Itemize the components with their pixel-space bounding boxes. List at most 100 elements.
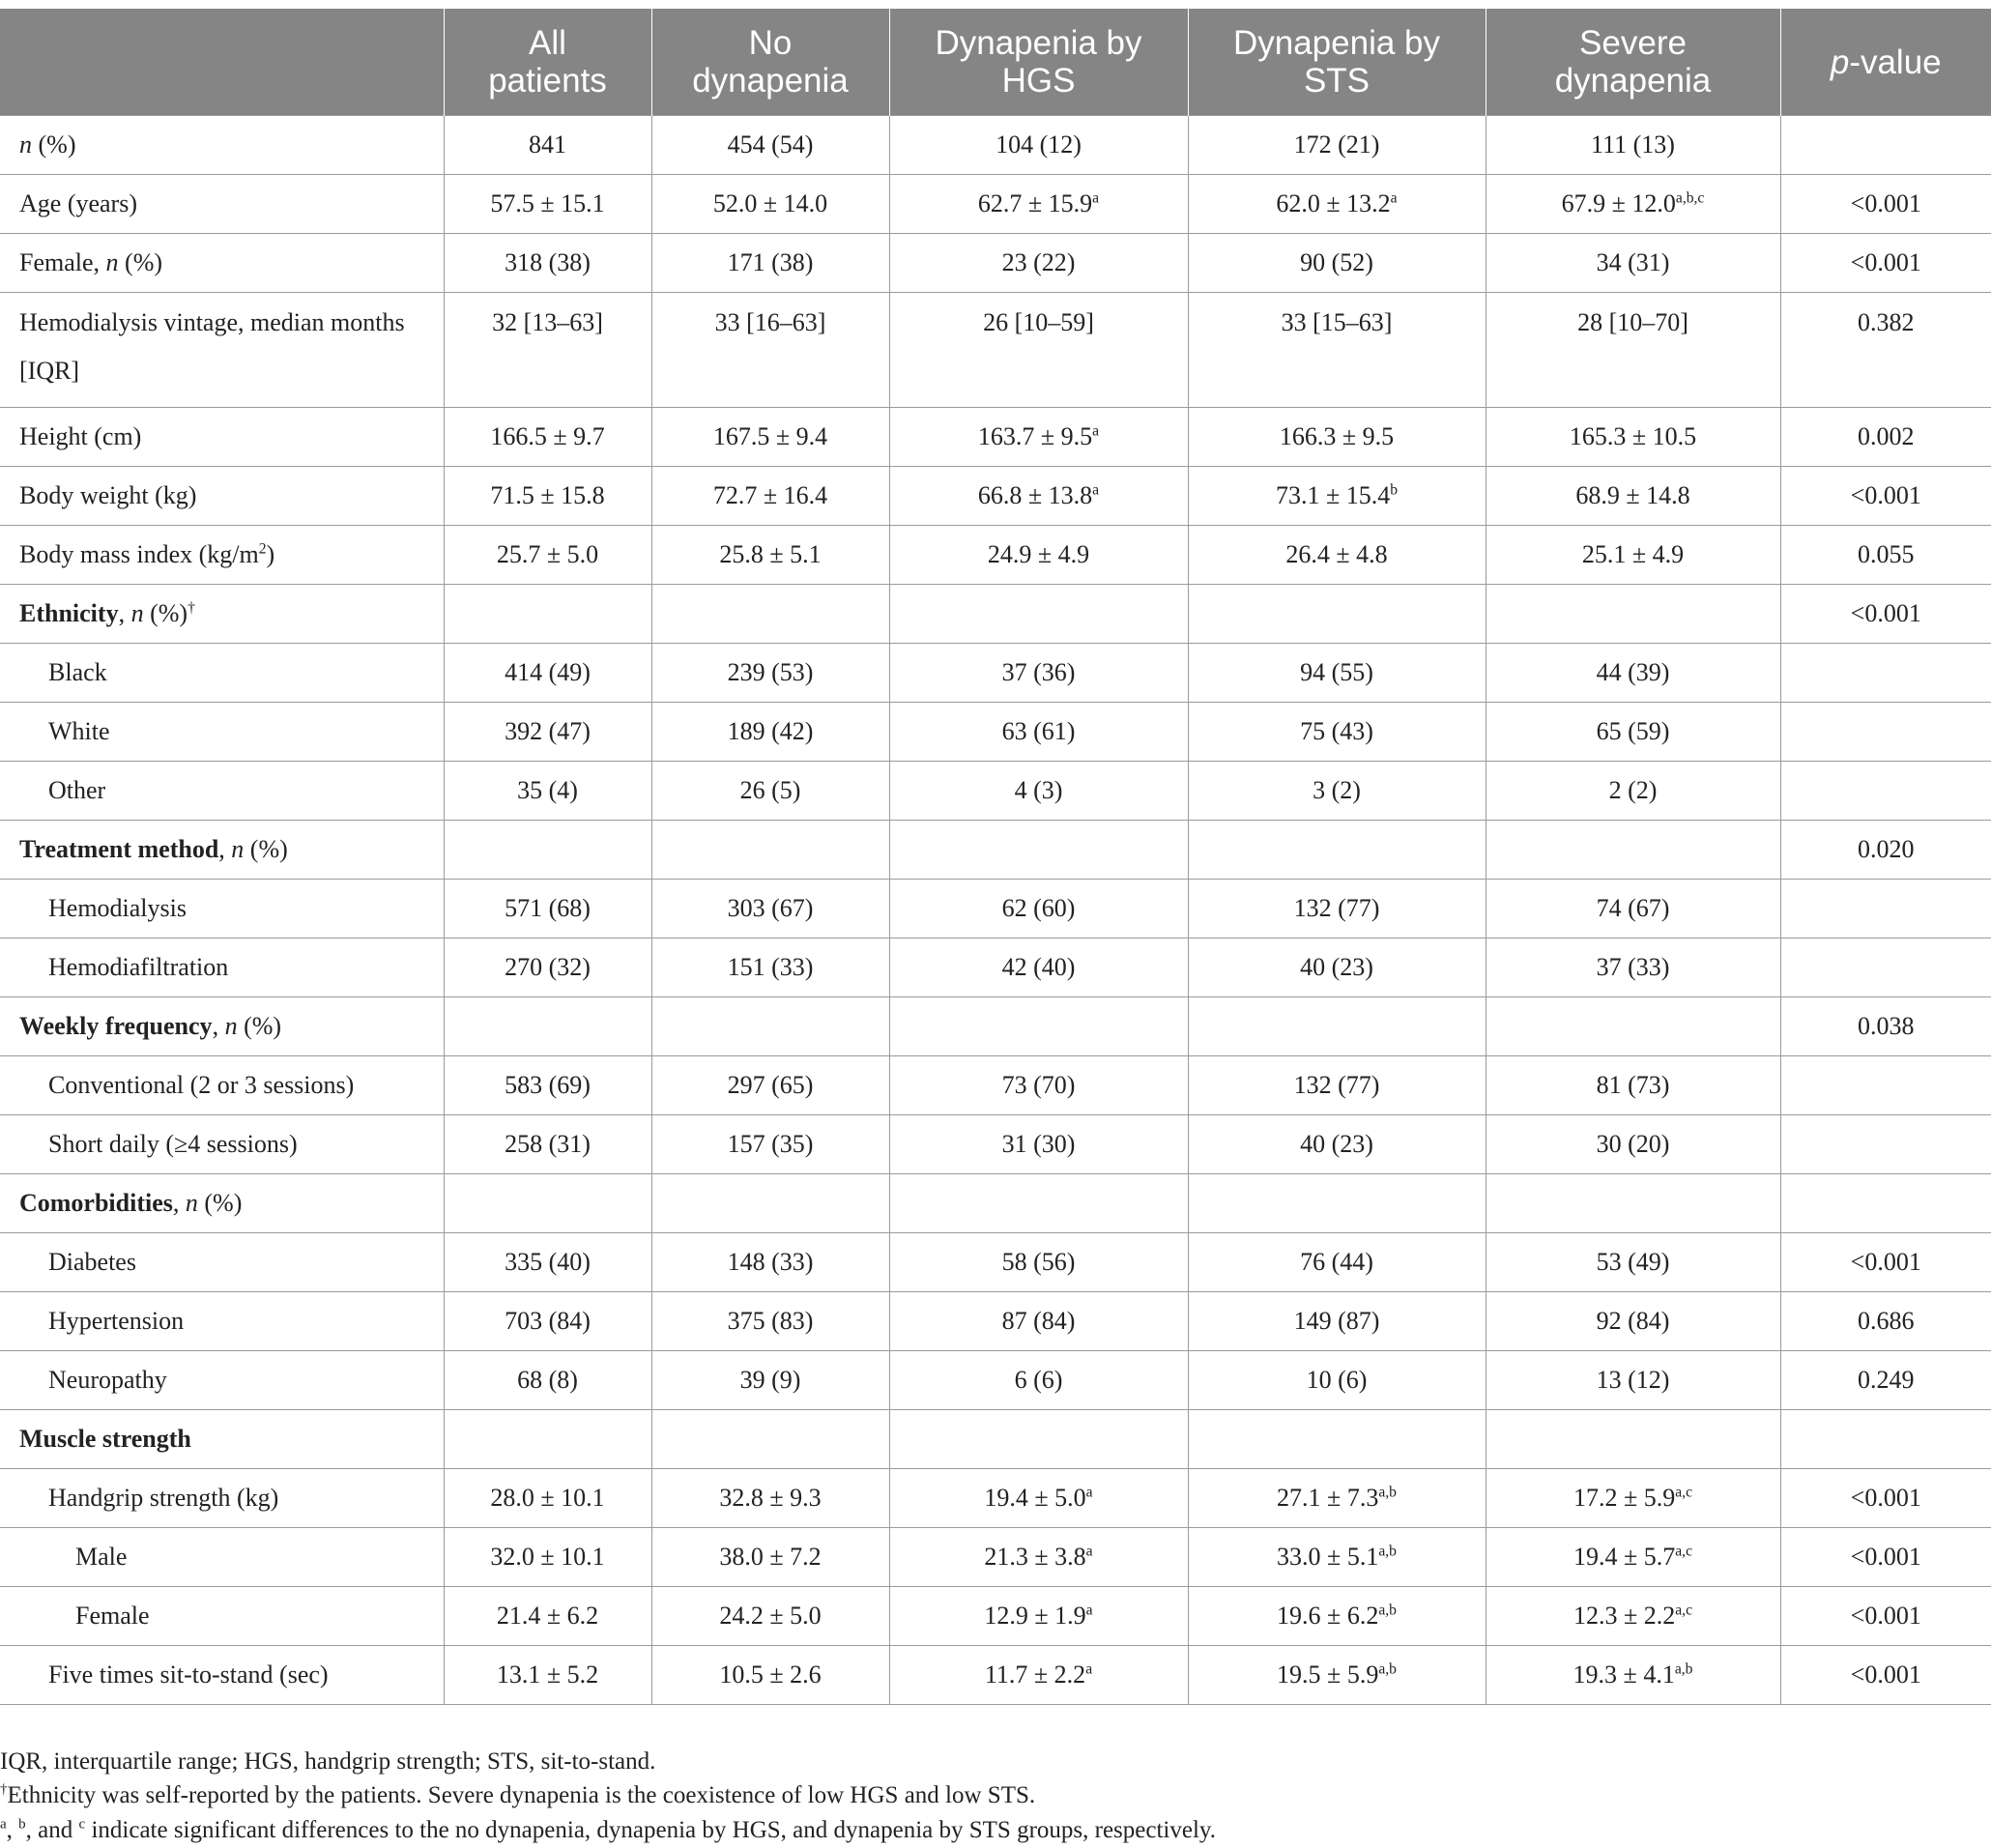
cell-value: 21.3 ± 3.8 (984, 1543, 1086, 1571)
row-label: Neuropathy (0, 1350, 445, 1410)
cell-value: <0.001 (1850, 189, 1921, 217)
row-label: Five times sit-to-stand (sec) (0, 1645, 445, 1705)
row-label-text: Muscle strength (19, 1425, 191, 1453)
cell-value: 67.9 ± 12.0 (1561, 189, 1676, 217)
value-cell: 148 (33) (650, 1232, 890, 1292)
value-cell: 32.0 ± 10.1 (443, 1527, 652, 1587)
row-label: Comorbidities, n (%) (0, 1173, 445, 1233)
value-cell: 171 (38) (650, 233, 890, 293)
value-cell: 17.2 ± 5.9a,c (1485, 1468, 1781, 1528)
value-cell: 172 (21) (1187, 115, 1486, 175)
cell-value: 26 [10–59] (983, 308, 1094, 336)
row-label: Hypertension (0, 1291, 445, 1351)
cell-value: 26.4 ± 4.8 (1285, 540, 1388, 568)
value-cell: 163.7 ± 9.5a (888, 407, 1189, 467)
cell-value: 132 (77) (1293, 894, 1380, 922)
row-label: Age (years) (0, 174, 445, 234)
cell-value: 10.5 ± 2.6 (719, 1660, 822, 1689)
cell-value: 0.038 (1858, 1012, 1915, 1040)
value-cell: 166.5 ± 9.7 (443, 407, 652, 467)
row-label: Muscle strength (0, 1409, 445, 1469)
cell-value: 37 (33) (1596, 953, 1670, 981)
value-cell: 33 [15–63] (1187, 292, 1486, 408)
cell-value: 81 (73) (1596, 1071, 1670, 1099)
row-label: Handgrip strength (kg) (0, 1468, 445, 1528)
cell-value: 74 (67) (1596, 894, 1670, 922)
row-label-text: Handgrip strength (kg) (48, 1484, 279, 1512)
value-cell: 297 (65) (650, 1055, 890, 1115)
p-value-cell: 0.686 (1779, 1291, 1991, 1351)
cell-value: <0.001 (1850, 1660, 1921, 1689)
value-cell: 239 (53) (650, 643, 890, 703)
value-cell (1485, 820, 1781, 880)
table-row: Other 35 (4) 26 (5) 4 (3) 3 (2) 2 (2) (0, 761, 1991, 821)
footnote-significance-text: indicate significant differences to the … (85, 1817, 1217, 1843)
cell-value: 62.0 ± 13.2 (1276, 189, 1391, 217)
value-cell: 52.0 ± 14.0 (650, 174, 890, 234)
cell-value: 375 (83) (727, 1307, 814, 1335)
cell-value: 0.055 (1858, 540, 1915, 568)
value-cell: 21.3 ± 3.8a (888, 1527, 1189, 1587)
header-cell-all-patients: All patients (443, 9, 651, 116)
cell-value: 35 (4) (517, 776, 578, 804)
cell-value: 63 (61) (1001, 717, 1076, 745)
value-cell: 25.7 ± 5.0 (443, 525, 652, 585)
cell-value: 0.686 (1858, 1307, 1915, 1335)
value-cell (1485, 1173, 1781, 1233)
cell-value: 172 (21) (1293, 130, 1380, 159)
cell-value: 57.5 ± 15.1 (490, 189, 605, 217)
value-cell: 10.5 ± 2.6 (650, 1645, 890, 1705)
table-row: Treatment method, n (%) 0.020 (0, 820, 1991, 880)
value-cell: 32 [13–63] (443, 292, 652, 408)
value-cell: 166.3 ± 9.5 (1187, 407, 1486, 467)
value-cell: 92 (84) (1485, 1291, 1781, 1351)
cell-value: 53 (49) (1596, 1248, 1670, 1276)
value-cell: 68 (8) (443, 1350, 652, 1410)
cell-value: 165.3 ± 10.5 (1569, 422, 1697, 450)
p-value-cell (1779, 643, 1991, 703)
row-label: Other (0, 761, 445, 821)
value-cell: 19.3 ± 4.1a,b (1485, 1645, 1781, 1705)
p-value-cell: 0.020 (1779, 820, 1991, 880)
value-cell: 414 (49) (443, 643, 652, 703)
cell-value: 171 (38) (727, 248, 814, 276)
row-label-text: Hemodialysis (48, 894, 187, 922)
table-row: Height (cm) 166.5 ± 9.7 167.5 ± 9.4 163.7 ±… (0, 407, 1991, 467)
cell-value: 258 (31) (505, 1130, 591, 1158)
cell-value: 104 (12) (996, 130, 1082, 159)
cell-value: 75 (43) (1300, 717, 1373, 745)
value-cell: 32.8 ± 9.3 (650, 1468, 890, 1528)
value-cell: 2 (2) (1485, 761, 1781, 821)
value-cell: 76 (44) (1187, 1232, 1486, 1292)
cell-value: 66.8 ± 13.8 (977, 481, 1093, 509)
table-row: Muscle strength (0, 1409, 1991, 1469)
header-cell-label (0, 9, 444, 116)
cell-value: 318 (38) (505, 248, 591, 276)
cell-value: 19.4 ± 5.0 (984, 1484, 1086, 1512)
value-cell: 23 (22) (888, 233, 1189, 293)
table-row: Diabetes 335 (40) 148 (33) 58 (56) 76 (44) 53… (0, 1232, 1991, 1292)
cell-value: 32.8 ± 9.3 (719, 1484, 822, 1512)
value-cell (650, 820, 890, 880)
value-cell: 392 (47) (443, 702, 652, 762)
row-label: Female (0, 1586, 445, 1646)
cell-value: <0.001 (1850, 1602, 1921, 1630)
p-value-cell (1779, 879, 1991, 938)
value-cell: 53 (49) (1485, 1232, 1781, 1292)
row-label: Conventional (2 or 3 sessions) (0, 1055, 445, 1115)
cell-value: 4 (3) (1014, 776, 1063, 804)
significance-marker: a,c (1675, 1543, 1693, 1560)
table-header-row: All patients No dynapenia Dynapenia by H… (0, 9, 1991, 116)
cell-value: 24.9 ± 4.9 (987, 540, 1090, 568)
row-label-text: Age (years) (19, 189, 137, 217)
cell-value: 33 [16–63] (714, 308, 826, 336)
cell-value: 25.7 ± 5.0 (496, 540, 599, 568)
row-label: Short daily (≥4 sessions) (0, 1114, 445, 1174)
significance-marker: a (1092, 481, 1100, 499)
p-value-cell: 0.382 (1779, 292, 1991, 408)
cell-value: 28.0 ± 10.1 (490, 1484, 605, 1512)
value-cell (888, 1409, 1189, 1469)
value-cell: 24.9 ± 4.9 (888, 525, 1189, 585)
value-cell: 149 (87) (1187, 1291, 1486, 1351)
